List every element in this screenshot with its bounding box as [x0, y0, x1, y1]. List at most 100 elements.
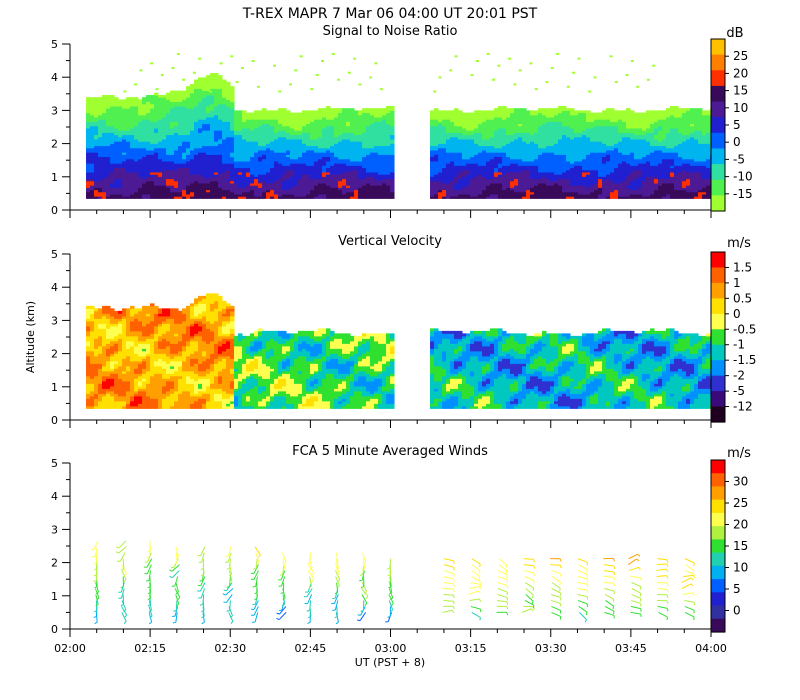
snr-cell: [554, 163, 559, 166]
snr-cell: [322, 174, 327, 177]
snr-cell: [138, 141, 143, 144]
snr-cell: [554, 130, 559, 133]
snr-cell: [430, 141, 435, 144]
snr-cell: [390, 154, 395, 158]
snr-cell: [254, 171, 259, 175]
snr-cell: [530, 176, 535, 180]
snr-cell: [450, 178, 455, 182]
snr-cell: [530, 123, 535, 127]
snr-cell: [430, 187, 435, 191]
snr-cell: [286, 132, 291, 136]
snr-cell: [182, 121, 187, 125]
snr-cell: [186, 176, 191, 180]
snr-cell: [550, 110, 555, 114]
snr-cell: [298, 143, 303, 147]
snr-cell: [366, 110, 371, 114]
snr-cell: [190, 134, 195, 138]
snr-cell: [142, 193, 147, 197]
snr-cell: [262, 187, 267, 191]
snr-cell: [518, 196, 523, 199]
snr-cell: [250, 163, 255, 166]
snr-cell: [102, 176, 107, 180]
snr-cell: [322, 136, 327, 140]
snr-cell: [286, 156, 291, 160]
snr-cell: [106, 193, 111, 197]
snr-cell: [318, 114, 323, 118]
snr-cell: [298, 147, 303, 151]
snr-cell: [90, 163, 95, 166]
snr-cell: [334, 160, 339, 164]
snr-cell: [386, 134, 391, 138]
snr-cell: [446, 136, 451, 140]
snr-cell: [98, 163, 103, 166]
snr-cell: [250, 178, 255, 182]
snr-cell: [438, 147, 443, 151]
snr-cell: [382, 185, 387, 188]
snr-cell: [362, 163, 367, 166]
snr-cell: [486, 174, 491, 177]
snr-cell: [286, 149, 291, 153]
snr-cell: [138, 138, 143, 142]
snr-cell: [226, 127, 231, 131]
snr-cell: [446, 121, 451, 125]
snr-cell: [466, 127, 471, 131]
snr-cell: [562, 143, 567, 147]
snr-cell: [382, 176, 387, 180]
snr-cell: [482, 185, 487, 188]
snr-cell: [382, 152, 387, 155]
snr-cell: [102, 114, 107, 118]
snr-cell: [162, 178, 167, 182]
snr-cell: [234, 143, 239, 147]
snr-cell: [386, 156, 391, 160]
snr-cell: [542, 136, 547, 140]
snr-cell: [270, 149, 275, 153]
snr-cell: [102, 103, 107, 107]
snr-cell: [226, 147, 231, 151]
snr-cell: [210, 134, 215, 138]
snr-cell: [554, 145, 559, 149]
snr-cell: [478, 127, 483, 131]
snr-cell: [470, 134, 475, 138]
snr-cell: [318, 121, 323, 125]
snr-cell: [330, 141, 335, 144]
snr-cell: [254, 127, 259, 131]
snr-cell: [210, 112, 215, 116]
snr-cell: [558, 163, 563, 166]
snr-cell: [562, 167, 567, 171]
snr-cell: [542, 160, 547, 164]
snr-cell: [238, 189, 243, 193]
snr-cell: [242, 180, 247, 184]
snr-cell: [522, 180, 527, 184]
snr-cell: [294, 196, 299, 199]
snr-cell: [254, 163, 259, 166]
snr-cell: [102, 132, 107, 136]
snr-cell: [358, 123, 363, 127]
snr-cell: [218, 88, 223, 92]
snr-cell: [194, 114, 199, 118]
snr-cell: [226, 101, 231, 105]
snr-cell: [494, 145, 499, 149]
snr-cell: [286, 116, 291, 120]
snr-cell: [346, 171, 351, 175]
snr-cell: [478, 134, 483, 138]
snr-cell: [106, 158, 111, 162]
snr-cell: [150, 127, 155, 131]
snr-cell: [98, 147, 103, 151]
snr-cell: [530, 158, 535, 162]
snr-cell: [386, 187, 391, 191]
snr-cell: [490, 185, 495, 188]
snr-cell: [562, 189, 567, 193]
snr-cell: [318, 130, 323, 133]
snr-cell: [98, 105, 103, 109]
snr-cell: [226, 156, 231, 160]
snr-cell: [110, 149, 115, 153]
snr-cell: [194, 101, 199, 105]
snr-cell: [298, 123, 303, 127]
snr-cell: [214, 88, 219, 92]
snr-cell: [274, 160, 279, 164]
snr-cell: [510, 138, 515, 142]
snr-cell: [122, 136, 127, 140]
snr-cell: [470, 141, 475, 144]
snr-cell: [154, 130, 159, 133]
snr-cell: [290, 176, 295, 180]
